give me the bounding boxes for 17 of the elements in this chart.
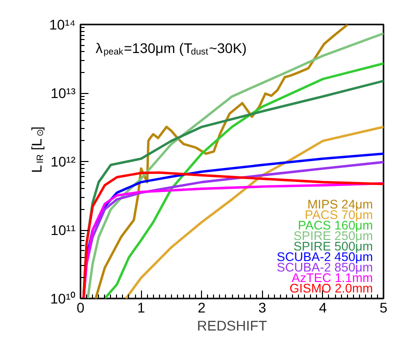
y-tick-label: 10¹² [50,154,76,170]
y-tick-label: 10¹¹ [50,222,76,238]
y-axis-title: LIR [L⊙] [28,126,45,173]
line-series [124,126,384,298]
x-tick-label: 3 [258,300,266,316]
x-tick-label: 0 [76,300,85,316]
x-tick-label: 2 [198,300,206,316]
text: MIPS 24μm [307,198,373,212]
y-tick-label: 10¹⁰ [50,290,76,306]
x-tick-label: 1 [137,300,146,316]
y-tick-label: 10¹³ [50,85,76,101]
x-tick-label: 5 [380,300,388,316]
y-tick-label: 10¹⁴ [49,16,76,32]
text: GISMO 2.0mm [290,282,373,296]
x-tick-label: 4 [319,300,328,316]
x-axis-title: REDSHIFT [197,318,268,334]
line-series [86,32,384,298]
